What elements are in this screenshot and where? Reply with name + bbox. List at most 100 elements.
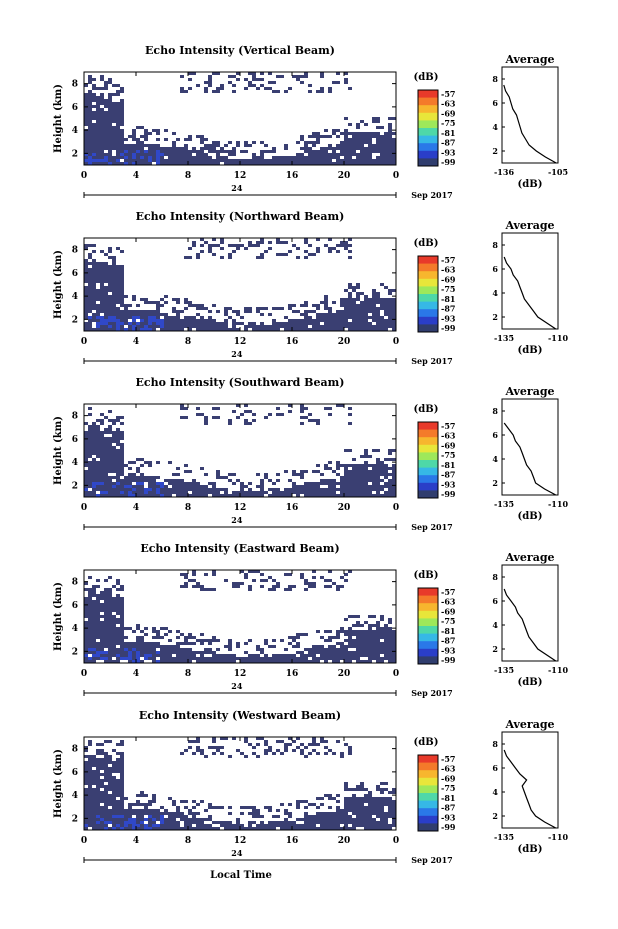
echo-cell [388,479,392,482]
echo-cell [352,322,356,325]
echo-cell [172,827,176,830]
echo-cell [236,818,240,821]
echo-cell [112,440,116,443]
echo-cell [248,743,252,746]
echo-cell [172,491,176,494]
echo-cell [360,307,364,310]
x-tick-label: 16 [286,836,299,846]
echo-cell [352,138,356,141]
echo-cell [128,162,132,165]
echo-cell [168,147,172,150]
profile-x-tick-label: -110 [548,665,568,675]
echo-cell [88,606,92,609]
echo-cell [152,648,156,651]
echo-cell [380,797,384,800]
echo-cell [288,660,292,663]
y-axis-label: Height (km) [53,416,64,485]
echo-cell [228,639,232,642]
echo-cell [324,301,328,304]
echo-cell [352,479,356,482]
echo-cell [128,821,132,824]
echo-cell [248,639,252,642]
echo-cell [88,776,92,779]
echo-cell [136,313,140,316]
echo-cell [96,304,100,307]
echo-cell [88,144,92,147]
echo-cell [376,827,380,830]
echo-cell [200,485,204,488]
echo-cell [172,803,176,806]
echo-cell [356,815,360,818]
echo-cell [228,827,232,830]
echo-cell [320,90,324,93]
echo-cell [324,307,328,310]
profile-x-label: (dB) [518,844,543,855]
echo-cell [172,132,176,135]
echo-cell [104,594,108,597]
echo-cell [132,132,136,135]
echo-cell [96,307,100,310]
echo-cell [352,328,356,331]
echo-cell [92,304,96,307]
echo-cell [116,660,120,663]
echo-cell [112,84,116,87]
echo-cell [136,627,140,630]
echo-cell [280,639,284,642]
echo-cell [216,660,220,663]
echo-cell [364,147,368,150]
echo-cell [336,464,340,467]
echo-cell [208,488,212,491]
echo-cell [92,591,96,594]
echo-cell [116,824,120,827]
echo-cell [104,147,108,150]
echo-cell [180,642,184,645]
echo-cell [304,162,308,165]
echo-cell [352,809,356,812]
echo-cell [92,147,96,150]
echo-cell [348,752,352,755]
echo-cell [280,159,284,162]
echo-cell [300,660,304,663]
echo-cell [148,824,152,827]
echo-cell [280,824,284,827]
echo-cell [108,443,112,446]
echo-cell [148,648,152,651]
echo-cell [252,84,256,87]
echo-cell [332,470,336,473]
echo-cell [336,328,340,331]
echo-cell [160,488,164,491]
echo-cell [108,117,112,120]
date-label: Sep 2017 [411,522,453,532]
echo-cell [376,298,380,301]
echo-cell [392,310,396,313]
echo-cell [172,482,176,485]
echo-cell [108,648,112,651]
echo-cell [344,159,348,162]
echo-cell [372,488,376,491]
echo-cell [116,147,120,150]
y-tick-label: 6 [72,601,78,611]
echo-cell [140,639,144,642]
echo-cell [288,642,292,645]
echo-cell [104,129,108,132]
echo-cell [348,476,352,479]
echo-cell [360,818,364,821]
echo-cell [108,660,112,663]
echo-cell [148,654,152,657]
echo-cell [348,746,352,749]
echo-cell [212,322,216,325]
echo-cell [264,150,268,153]
echo-cell [120,636,124,639]
echo-cell [236,494,240,497]
echo-cell [96,319,100,322]
echo-cell [228,479,232,482]
echo-cell [296,806,300,809]
echo-cell [304,482,308,485]
echo-cell [232,75,236,78]
echo-cell [184,654,188,657]
echo-cell [268,824,272,827]
echo-cell [196,156,200,159]
echo-cell [144,298,148,301]
echo-cell [328,651,332,654]
echo-cell [220,746,224,749]
